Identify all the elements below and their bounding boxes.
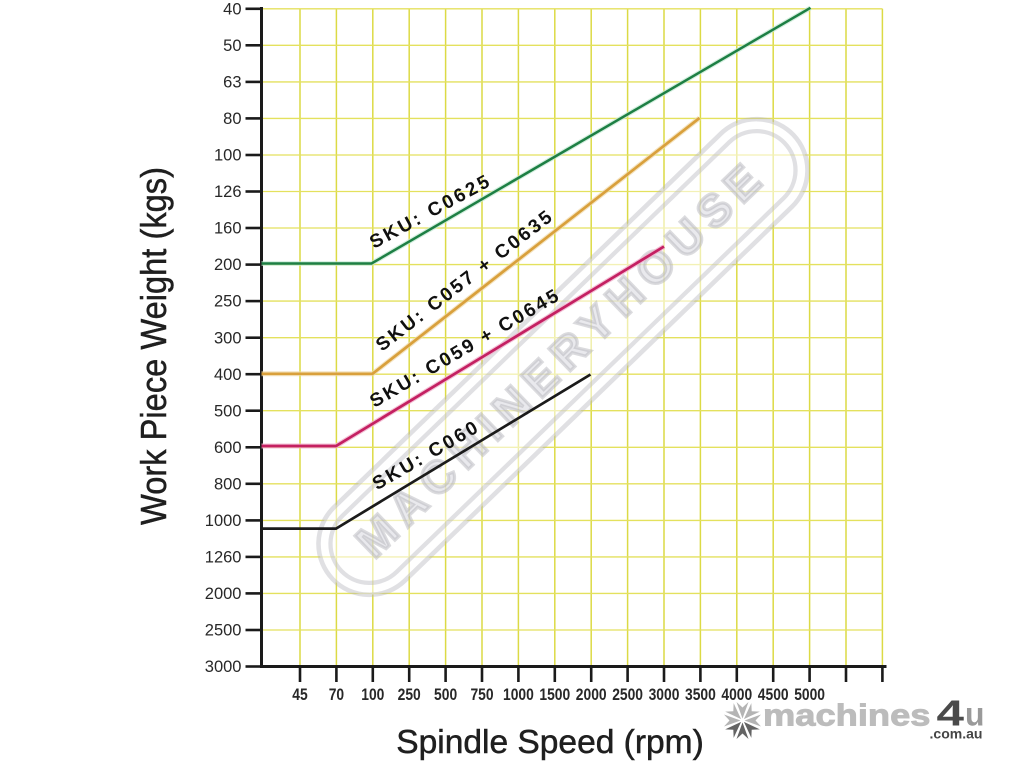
svg-text:2500: 2500 (205, 622, 242, 640)
svg-text:1260: 1260 (205, 549, 242, 567)
svg-text:500: 500 (214, 402, 242, 420)
svg-text:5000: 5000 (794, 686, 825, 704)
svg-text:63: 63 (223, 74, 241, 92)
svg-text:100: 100 (361, 686, 384, 704)
svg-text:80: 80 (223, 110, 241, 128)
svg-text:500: 500 (434, 686, 457, 704)
svg-text:100: 100 (214, 147, 242, 165)
svg-text:2000: 2000 (205, 585, 242, 603)
svg-text:machines: machines (763, 698, 931, 733)
svg-text:250: 250 (398, 686, 421, 704)
svg-text:4: 4 (937, 693, 965, 734)
svg-text:4000: 4000 (721, 686, 752, 704)
svg-text:45: 45 (292, 686, 308, 704)
svg-text:750: 750 (470, 686, 493, 704)
svg-text:200: 200 (214, 256, 242, 274)
svg-text:Spindle Speed (rpm): Spindle Speed (rpm) (396, 723, 704, 760)
svg-text:4500: 4500 (758, 686, 789, 704)
svg-text:3500: 3500 (685, 686, 716, 704)
svg-text:250: 250 (214, 293, 242, 311)
svg-text:1000: 1000 (205, 512, 242, 530)
svg-text:300: 300 (214, 329, 242, 347)
svg-text:50: 50 (223, 37, 241, 55)
svg-text:70: 70 (329, 686, 344, 704)
svg-text:3000: 3000 (649, 686, 680, 704)
svg-text:3000: 3000 (205, 658, 242, 676)
svg-text:600: 600 (214, 439, 242, 457)
svg-text:40: 40 (223, 0, 241, 18)
svg-text:800: 800 (214, 475, 242, 493)
svg-text:160: 160 (214, 220, 242, 238)
svg-text:126: 126 (214, 183, 242, 201)
svg-text:1000: 1000 (503, 686, 534, 704)
svg-text:Work Piece Weight (kgs): Work Piece Weight (kgs) (133, 167, 174, 525)
svg-text:400: 400 (214, 366, 242, 384)
svg-text:.com.au: .com.au (930, 727, 983, 742)
svg-text:2000: 2000 (576, 686, 607, 704)
svg-text:2500: 2500 (612, 686, 643, 704)
svg-text:u: u (965, 696, 985, 733)
svg-text:1500: 1500 (539, 686, 570, 704)
